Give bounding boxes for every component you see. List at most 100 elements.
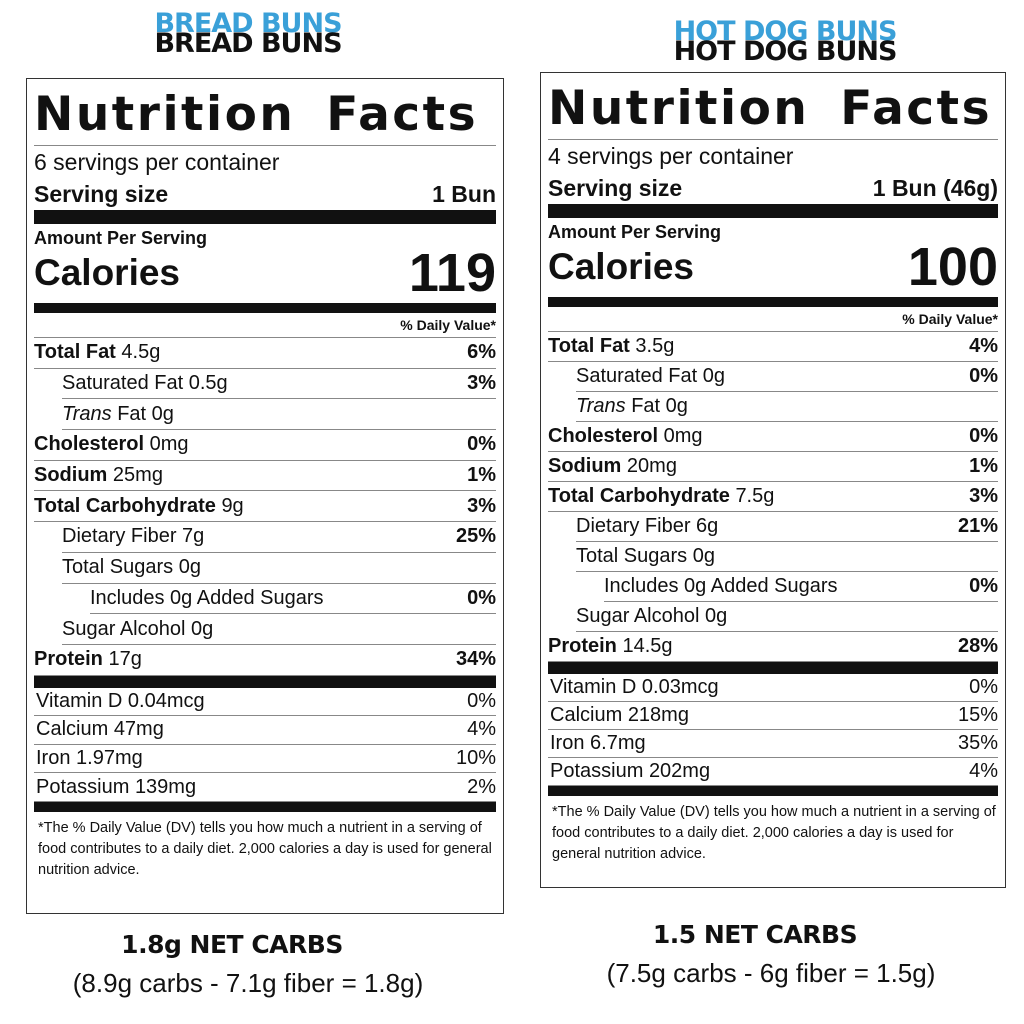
nutrient-row: Total Sugars 0g: [576, 542, 998, 572]
calories: 119: [408, 243, 496, 303]
nutrient-name: Total Sugars: [62, 556, 174, 579]
nutrient-row: Dietary Fiber 7g 25%: [62, 522, 496, 553]
nutrient: Trans Fat 0g: [576, 395, 688, 418]
nutrient-row: Total Fat 3.5g 4%: [548, 332, 998, 362]
vitamin-row: Vitamin D 0.03mcg 0%: [548, 674, 998, 702]
vitamin-amount: 139mg: [134, 775, 197, 798]
net-carbs: 1.8g NET CARBS: [121, 930, 343, 959]
thick-bar: [34, 303, 496, 313]
nutrition-label: Nutrition Facts 6 servings per container S…: [26, 78, 504, 914]
serving-size: 1 Bun (46g): [872, 175, 998, 201]
vitamin-row: Potassium 139mg 2%: [34, 773, 496, 802]
nutrient: Total Sugars 0g: [62, 556, 201, 579]
vitamin-dv: 2%: [467, 775, 496, 798]
vitamin-name: Calcium: [550, 704, 623, 726]
daily-value: 3%: [467, 494, 496, 517]
nutrition-label: Nutrition Facts 4 servings per container S…: [540, 72, 1006, 888]
nutrient-amount: 4.5g: [121, 341, 161, 364]
dv-header: % Daily Value*: [548, 307, 998, 332]
daily-value: 34%: [455, 648, 496, 671]
vitamin-row: Iron 1.97mg 10%: [34, 745, 496, 774]
daily-value: 1%: [969, 455, 998, 477]
nutrient-row: Includes 0g Added Sugars 0%: [90, 584, 496, 615]
nutrient: Protein 17g: [34, 648, 142, 671]
label-title: Nutrition Facts: [34, 85, 496, 146]
heading: BREAD BUNS: [154, 8, 342, 39]
nutrient-amount: 0g: [702, 365, 725, 387]
daily-value: 1%: [467, 464, 496, 487]
nutrient-name-italic: Trans: [62, 402, 112, 425]
thick-bar: [548, 297, 998, 307]
nutrient-amount: 14.5g: [622, 635, 673, 657]
nutrient: Cholesterol 0mg: [34, 433, 189, 456]
nutrient: Total Sugars 0g: [576, 545, 715, 568]
heading: HOT DOG BUNS: [673, 16, 898, 47]
nutrient-amount: 0g: [151, 402, 174, 425]
nutrient-name: Dietary Fiber: [576, 515, 691, 537]
vitamin-dv: 0%: [969, 676, 998, 698]
amount-label: Amount Per Serving: [34, 228, 208, 248]
nutrient-row: Total Carbohydrate 7.5g 3%: [548, 482, 998, 512]
vitamin-row: Vitamin D 0.04mcg 0%: [34, 688, 496, 717]
nutrient-amount: 0.5g: [188, 372, 228, 395]
nutrient: Sodium 25mg: [34, 464, 163, 487]
nutrient-name: Sugar Alcohol: [62, 617, 186, 640]
nutrient-name: Cholesterol: [34, 433, 145, 456]
nutrient-row: Dietary Fiber 6g 21%: [576, 512, 998, 542]
nutrient-amount: 0g: [178, 556, 201, 579]
daily-value: 6%: [467, 341, 496, 364]
nutrient-amount: 20mg: [626, 455, 677, 477]
vitamin-row: Calcium 47mg 4%: [34, 716, 496, 745]
nutrient-row: Protein 17g 34%: [34, 645, 496, 676]
vitamin-dv: 4%: [467, 718, 496, 741]
vitamin-amount: 1.97mg: [76, 747, 143, 770]
vitamin-name: Vitamin D: [550, 676, 637, 698]
vitamin-name: Iron: [550, 732, 585, 754]
vitamin-amount: 218mg: [627, 704, 689, 726]
nutrient-amount: 7.5g: [735, 485, 775, 507]
thick-bar: [548, 786, 998, 796]
nutrient: Sugar Alcohol 0g: [576, 605, 727, 628]
vitamin-name: Potassium: [550, 760, 644, 782]
nutrient: Total Carbohydrate 7.5g: [548, 485, 774, 508]
vitamin-amount: 0.04mcg: [127, 689, 205, 712]
nutrient-row: Cholesterol 0mg 0%: [34, 430, 496, 461]
nutrient: Includes 0g Added Sugars: [604, 575, 838, 598]
serving-size-row: Serving size 1 Bun (46g): [548, 172, 998, 204]
footnote: *The % Daily Value (DV) tells you how mu…: [552, 804, 996, 862]
vitamin-dv: 0%: [467, 689, 496, 712]
vitamin-row: Calcium 218mg 15%: [548, 702, 998, 730]
vitamin: Iron 1.97mg: [36, 747, 143, 770]
net-carbs-formula: (8.9g carbs - 7.1g fiber = 1.8g): [72, 968, 424, 998]
daily-value: 21%: [957, 515, 998, 537]
nutrient-row: Protein 14.5g 28%: [548, 632, 998, 662]
vitamin: Potassium 139mg: [36, 776, 196, 799]
vitamin-amount: 47mg: [113, 718, 164, 741]
nutrient-row: Total Carbohydrate 9g 3%: [34, 491, 496, 523]
thick-bar: [548, 662, 998, 674]
daily-value: 3%: [467, 372, 496, 395]
nutrient-row: Includes 0g Added Sugars 0%: [604, 572, 998, 602]
nutrient-row: Saturated Fat 0.5g 3%: [62, 369, 496, 400]
thick-bar: [34, 801, 496, 812]
nutrient: Includes 0g Added Sugars: [90, 587, 324, 610]
nutrient-row: Sodium 25mg 1%: [34, 461, 496, 492]
nutrient-row: Sodium 20mg 1%: [548, 452, 998, 482]
nutrient-name: Fat: [631, 395, 661, 417]
nutrient-name: Total Fat: [548, 335, 630, 357]
nutrient-row: Sugar Alcohol 0g: [62, 614, 496, 645]
nutrient-row: Saturated Fat 0g 0%: [576, 362, 998, 392]
nutrient-amount: 0g: [665, 395, 688, 417]
nutrient-amount: 7g: [182, 525, 205, 548]
vitamin-amount: 0.03mcg: [641, 676, 719, 698]
vitamin-row: Iron 6.7mg 35%: [548, 730, 998, 758]
thick-bar: [548, 204, 998, 218]
heading-shadow: BREAD BUNS: [154, 28, 342, 59]
vitamin: Iron 6.7mg: [550, 732, 646, 755]
servings: 4 servings per container: [548, 143, 794, 169]
daily-value: 25%: [455, 525, 496, 548]
nutrient-name: Total Sugars: [576, 545, 688, 567]
nutrient-name: Sodium: [34, 464, 108, 487]
vitamin-name: Iron: [36, 747, 71, 770]
